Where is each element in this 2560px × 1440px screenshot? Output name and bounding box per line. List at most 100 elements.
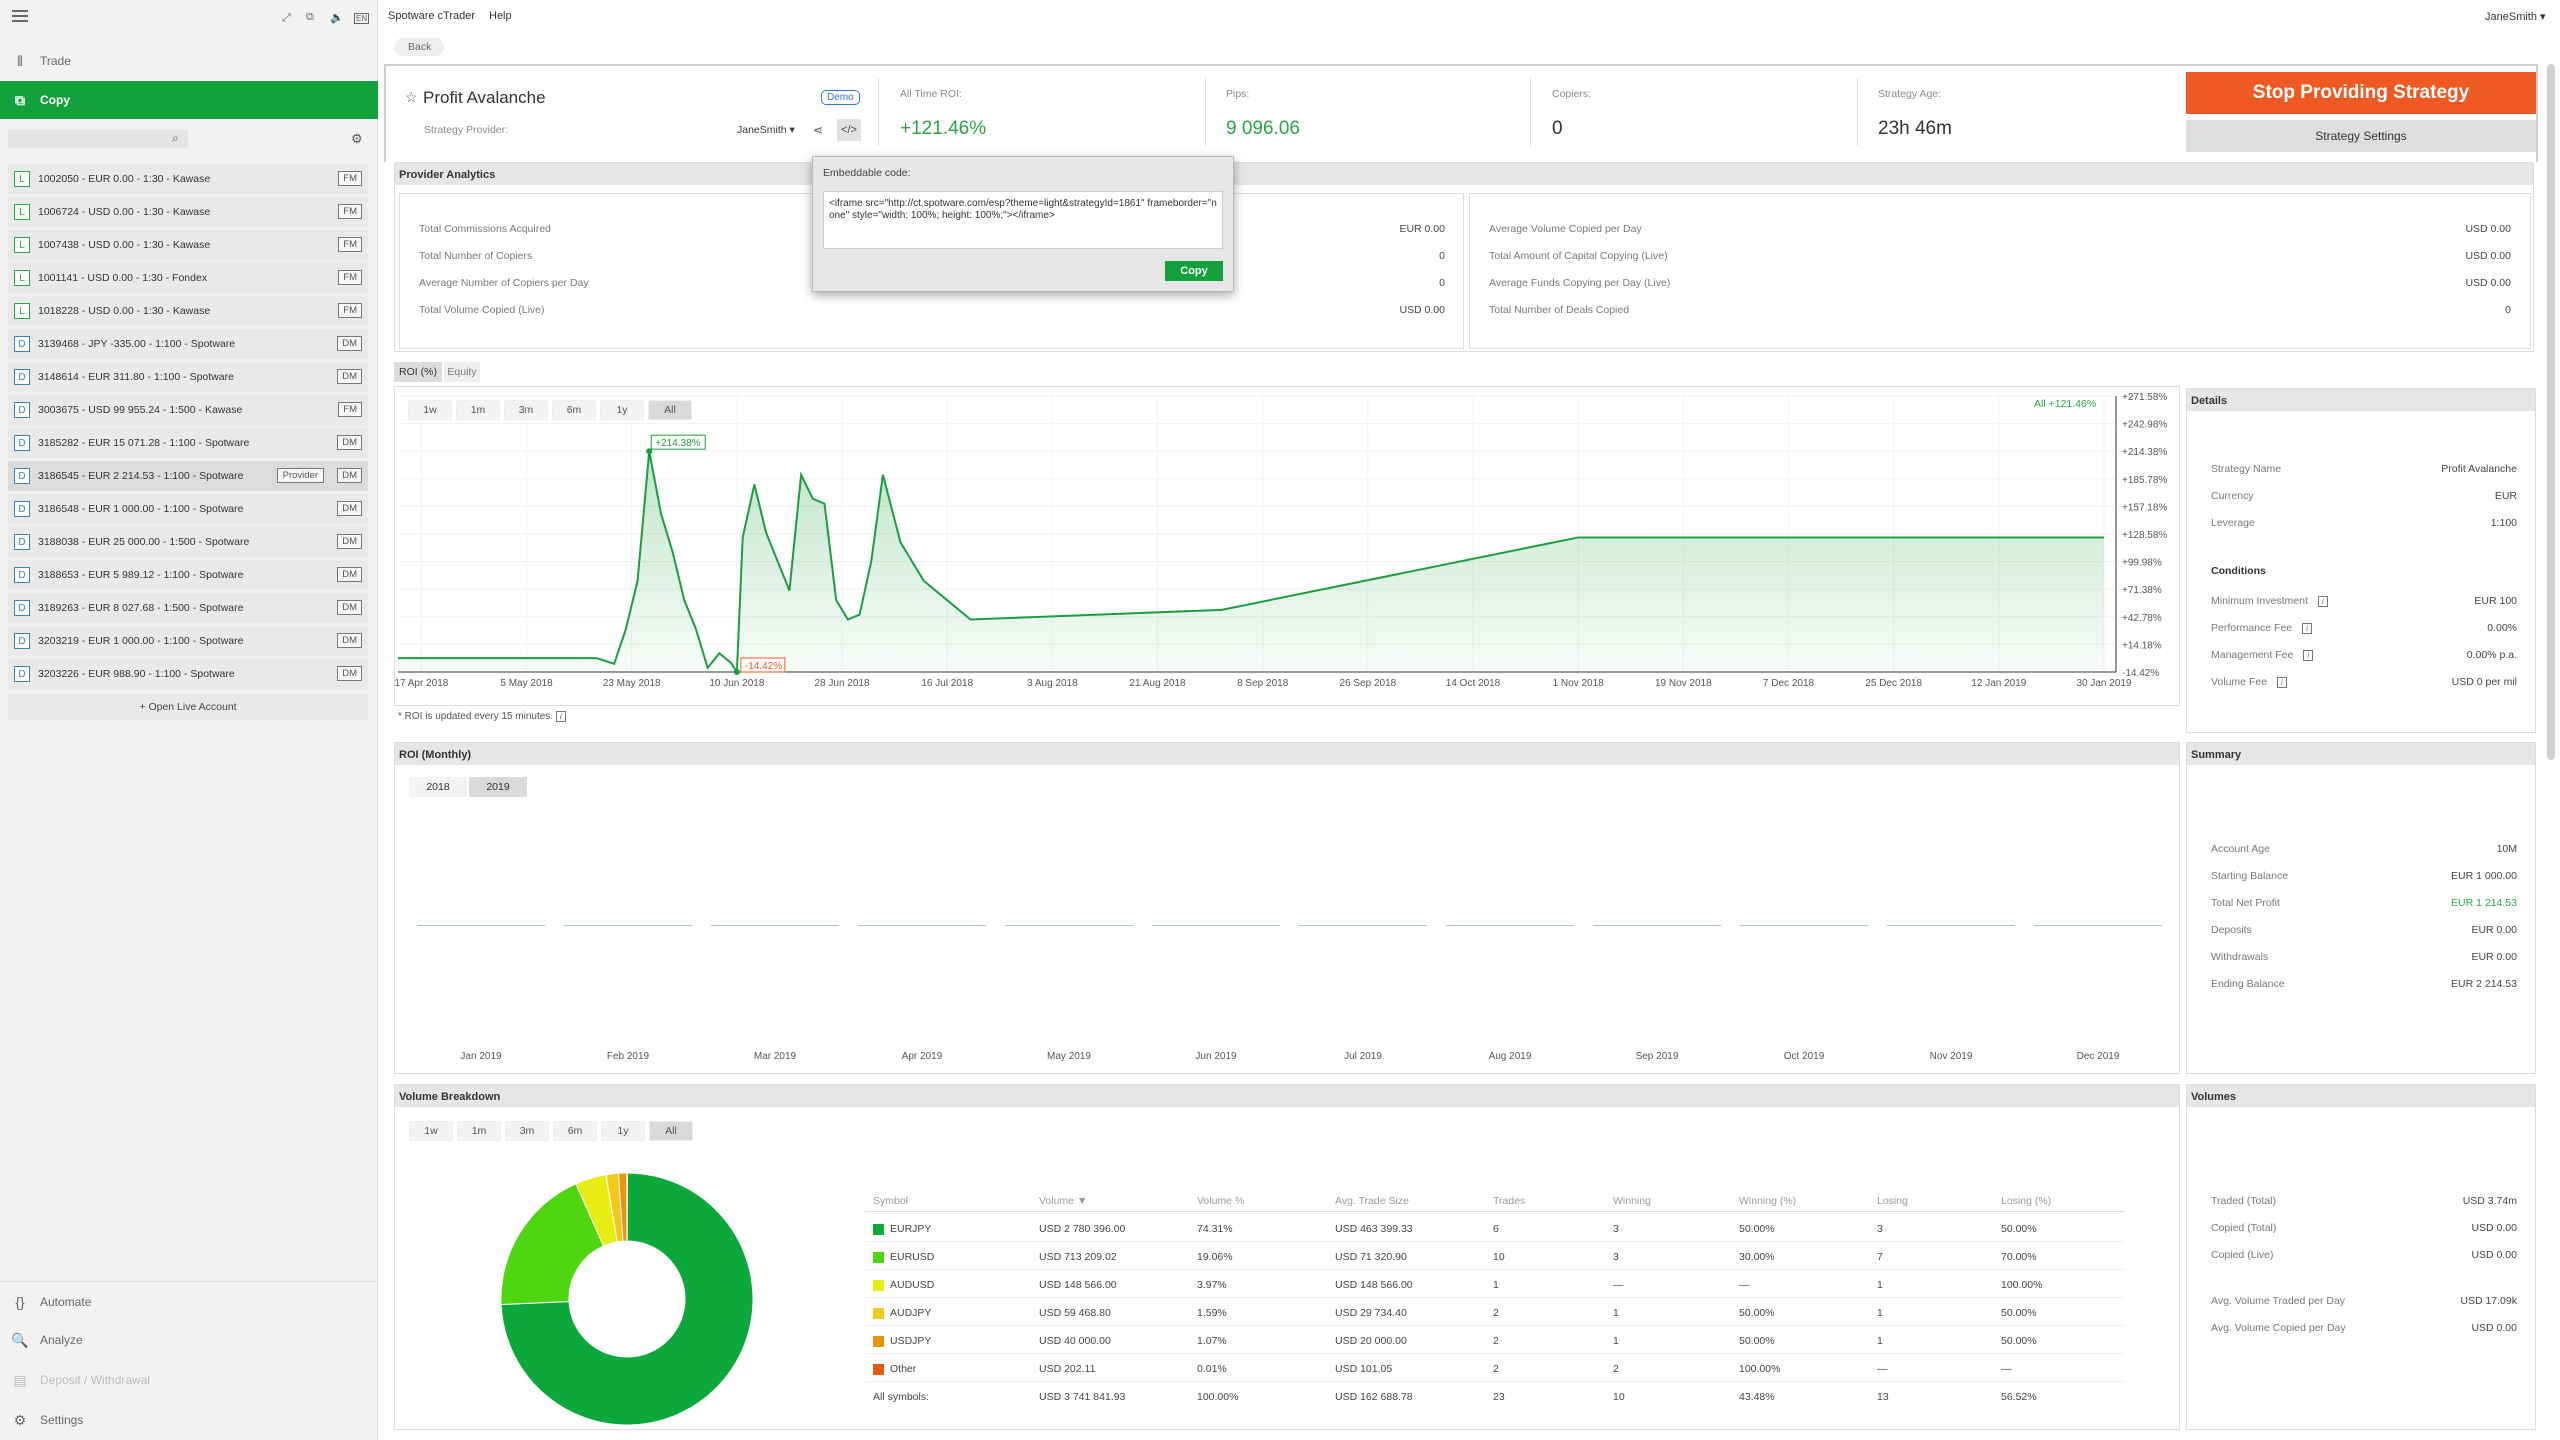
back-button[interactable]: Back (394, 38, 444, 56)
timeframe-1y[interactable]: 1y (601, 1121, 645, 1141)
details-title: Details (2187, 389, 2535, 411)
nav-automate[interactable]: {} Automate (0, 1283, 378, 1321)
month-label: Mar 2019 (753, 1051, 797, 1062)
embed-code-textarea[interactable]: <iframe src="http://ct.spotware.com/esp?… (823, 191, 1223, 249)
year-2018-tab[interactable]: 2018 (409, 777, 467, 797)
cell-text: 1.07% (1197, 1335, 1227, 1347)
table-cell: 50.00% (2001, 1223, 2037, 1235)
timeframe-All[interactable]: All (649, 1121, 693, 1141)
account-item[interactable]: D 3139468 - JPY -335.00 - 1:100 - Spotwar… (8, 329, 368, 359)
embed-code-icon[interactable]: </> (837, 119, 861, 141)
nav-deposit[interactable]: ▤ Deposit / Withdrawal (0, 1361, 378, 1399)
timeframe-1y[interactable]: 1y (600, 400, 644, 420)
x-tick-label: 12 Jan 2019 (1971, 678, 2026, 689)
tab-equity[interactable]: Equity (444, 362, 480, 382)
donut-slice[interactable] (500, 1183, 605, 1306)
nav-analyze[interactable]: 🔍 Analyze (0, 1321, 378, 1359)
nav-settings[interactable]: ⚙ Settings (0, 1401, 378, 1439)
fullscreen-icon[interactable]: ⤢ (282, 12, 291, 24)
account-item[interactable]: D 3203219 - EUR 1 000.00 - 1:100 - Spotwa… (8, 626, 368, 656)
menu-help[interactable]: Help (489, 10, 512, 22)
roi-chart-svg[interactable]: 17 Apr 2018 5 May 2018 23 May 2018 10 Jun 2… (394, 386, 2180, 706)
nav-trade[interactable]: ⫴ Trade (0, 42, 378, 80)
legend-swatch (873, 1279, 884, 1291)
cell-text: 7 (1877, 1251, 1883, 1263)
month-bar-baseline (1152, 925, 1280, 926)
info-icon[interactable]: i (555, 711, 566, 722)
hamburger-menu-icon[interactable] (12, 10, 28, 22)
timeframe-6m[interactable]: 6m (552, 400, 596, 420)
legend-swatch (873, 1223, 884, 1235)
table-cell: 1 (1877, 1335, 1883, 1347)
x-tick-label: 26 Sep 2018 (1339, 678, 1396, 689)
strategy-settings-button[interactable]: Strategy Settings (2186, 120, 2536, 152)
share-icon[interactable]: ⋖ (813, 123, 824, 137)
user-menu[interactable]: JaneSmith ▾ (2485, 10, 2546, 23)
copy-button[interactable]: Copy (1165, 261, 1223, 281)
sound-icon[interactable]: 🔈 (330, 12, 344, 24)
account-item[interactable]: L 1018228 - USD 0.00 - 1:30 - Kawase FM (8, 296, 368, 326)
timeframe-1m[interactable]: 1m (456, 400, 500, 420)
volume-donut-chart[interactable] (499, 1171, 755, 1427)
nav-automate-label: Automate (40, 1295, 92, 1309)
table-cell: — (1877, 1363, 1888, 1375)
account-item[interactable]: D 3148614 - EUR 311.80 - 1:100 - Spotware… (8, 362, 368, 392)
stop-providing-strategy-button[interactable]: Stop Providing Strategy (2186, 72, 2536, 114)
table-total-cell: 100.00% (1197, 1391, 1239, 1403)
legend-swatch (873, 1335, 884, 1347)
tab-roi[interactable]: ROI (%) (394, 362, 442, 382)
info-icon[interactable]: i (2277, 677, 2287, 688)
account-item[interactable]: L 1006724 - USD 0.00 - 1:30 - Kawase FM (8, 197, 368, 227)
provider-dropdown[interactable]: JaneSmith ▾ (737, 124, 795, 136)
account-item[interactable]: L 1001141 - USD 0.00 - 1:30 - Fondex FM (8, 263, 368, 293)
nav-copy[interactable]: ⧉ Copy (0, 81, 378, 119)
info-icon[interactable]: i (2317, 596, 2328, 607)
timeframe-6m[interactable]: 6m (553, 1121, 597, 1141)
window-icon[interactable]: ⧉ (306, 11, 314, 23)
table-cell: 1.59% (1197, 1307, 1227, 1319)
cell-text: 50.00% (2001, 1335, 2037, 1347)
account-search-input[interactable] (8, 130, 188, 148)
account-label: 3186545 - EUR 2 214.53 - 1:100 - Spotwar… (38, 470, 244, 482)
account-item[interactable]: D 3186548 - EUR 1 000.00 - 1:100 - Spotwa… (8, 494, 368, 524)
month-label: Jul 2019 (1344, 1051, 1382, 1062)
page-scrollbar[interactable] (2547, 64, 2555, 760)
language-icon[interactable]: EN (354, 13, 370, 24)
table-cell: 70.00% (2001, 1251, 2037, 1263)
account-item[interactable]: D 3189263 - EUR 8 027.68 - 1:500 - Spotwa… (8, 593, 368, 623)
table-header[interactable]: Volume ▼ (1039, 1195, 1088, 1207)
timeframe-1m[interactable]: 1m (457, 1121, 501, 1141)
timeframe-1w[interactable]: 1w (409, 1121, 453, 1141)
info-icon[interactable]: i (2303, 650, 2314, 661)
account-item[interactable]: L 1002050 - EUR 0.00 - 1:30 - Kawase FM (8, 164, 368, 194)
strategy-header (384, 64, 2538, 162)
account-item[interactable]: L 1007438 - USD 0.00 - 1:30 - Kawase FM (8, 230, 368, 260)
timeframe-All[interactable]: All (648, 400, 692, 420)
search-icon[interactable]: ⌕ (172, 131, 179, 145)
cell-text: EURUSD (890, 1251, 935, 1263)
account-item[interactable]: D 3188653 - EUR 5 989.12 - 1:100 - Spotwa… (8, 560, 368, 590)
favorite-star-icon[interactable]: ☆ (405, 89, 418, 105)
month-label: Apr 2019 (901, 1051, 943, 1062)
account-item[interactable]: D 3203226 - EUR 988.90 - 1:100 - Spotware… (8, 659, 368, 689)
min-label-box (740, 657, 786, 673)
donut-slice[interactable] (500, 1172, 754, 1426)
gear-icon[interactable]: ⚙ (351, 131, 363, 146)
donut-slice[interactable] (626, 1172, 628, 1242)
timeframe-3m[interactable]: 3m (505, 1121, 549, 1141)
month-label: Feb 2019 (606, 1051, 650, 1062)
year-2019-tab[interactable]: 2019 (469, 777, 527, 797)
info-icon[interactable]: i (2302, 623, 2312, 634)
account-item[interactable]: D 3186545 - EUR 2 214.53 - 1:100 - Spotwa… (8, 461, 368, 491)
table-total-cell: USD 162 688.78 (1335, 1391, 1413, 1403)
table-cell: 3.97% (1197, 1279, 1227, 1291)
account-item[interactable]: D 3185282 - EUR 15 071.28 - 1:100 - Spotw… (8, 428, 368, 458)
table-cell: 100.00% (2001, 1279, 2042, 1291)
timeframe-3m[interactable]: 3m (504, 400, 548, 420)
account-mode-badge: DM (337, 336, 362, 351)
open-live-account-button[interactable]: + Open Live Account (8, 694, 368, 720)
account-item[interactable]: D 3188038 - EUR 25 000.00 - 1:500 - Spotw… (8, 527, 368, 557)
timeframe-1w[interactable]: 1w (408, 400, 452, 420)
account-item[interactable]: D 3003675 - USD 99 955.24 - 1:500 - Kawas… (8, 395, 368, 425)
menu-app[interactable]: Spotware cTrader (388, 10, 476, 22)
